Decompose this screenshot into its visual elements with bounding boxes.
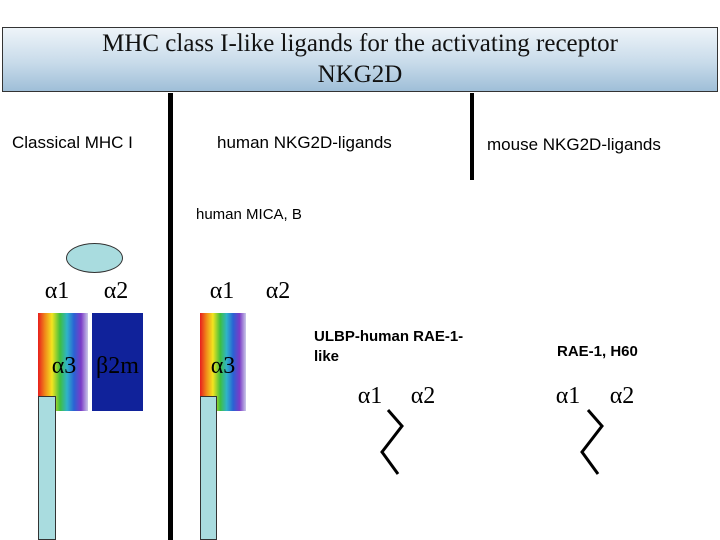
mica-alpha2-label: α2 [265,278,291,304]
mica-transmembrane-stem [200,396,217,540]
classical-transmembrane-stem [38,396,56,540]
title-line-1: MHC class I-like ligands for the activat… [102,30,618,57]
title-banner: MHC class I-like ligands for the activat… [2,27,718,92]
divider-right [470,93,474,180]
rae-alpha2-label: α2 [609,383,635,409]
peptide-oval [66,243,123,273]
title-line-2: NKG2D [317,61,403,88]
header-human-ligands: human NKG2D-ligands [217,133,392,152]
mica-alpha3-domain [200,313,246,411]
ulbp-alpha2-label: α2 [410,383,436,409]
label-ulbp-line-1: ULBP-human RAE-1- [314,328,464,345]
header-classical-mhc: Classical MHC I [12,133,133,152]
classical-alpha3-label: α3 [51,353,77,379]
classical-alpha2-label: α2 [103,278,129,304]
rae-alpha1-label: α1 [555,383,581,409]
label-ulbp-line-2: like [314,348,340,365]
rae-gpi-anchor [580,409,604,475]
ulbp-alpha1-label: α1 [357,383,383,409]
label-rae-h60: RAE-1, H60 [557,343,638,360]
classical-beta2m-domain [92,313,143,411]
classical-beta2m-label: β2m [96,353,139,379]
divider-left [168,93,173,540]
mica-alpha3-label: α3 [210,353,236,379]
mica-alpha1-label: α1 [209,278,235,304]
header-mouse-ligands: mouse NKG2D-ligands [487,135,661,154]
classical-alpha1-label: α1 [44,278,70,304]
ulbp-gpi-anchor [380,409,404,475]
label-human-mica: human MICA, B [196,206,302,223]
classical-alpha3-domain [38,313,88,411]
